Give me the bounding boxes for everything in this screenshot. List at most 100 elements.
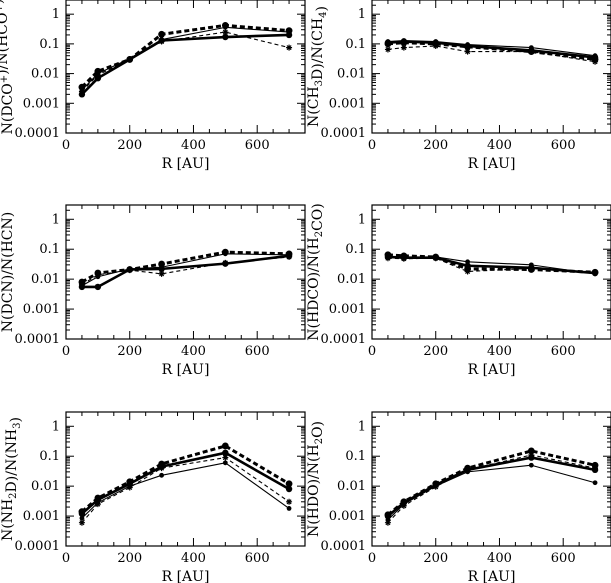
data-point-star [528, 451, 535, 458]
data-point [285, 485, 293, 493]
y-axis-title: N(NH2D)/N(NH3) [0, 417, 24, 541]
series-line-2 [80, 444, 290, 513]
data-point-star [592, 465, 599, 472]
data-point-star [400, 502, 407, 509]
data-point [385, 39, 391, 44]
y-tick-label: 1 [358, 7, 366, 22]
panel-4: 0 200 400 600 0.0001 0.001 0.01 0.1 1 R [AU] N(HDC… [306, 203, 611, 378]
y-tick-label: 0.001 [329, 96, 366, 111]
y-tick-label: 0.001 [23, 96, 60, 111]
data-point [222, 33, 229, 41]
data-point [126, 478, 134, 486]
data-point [94, 283, 102, 291]
data-point-star [158, 38, 165, 45]
series-line-2 [387, 253, 596, 274]
y-axis-title: N(CH3D)/N(CH4) [306, 6, 330, 127]
y-tick-label: 0.01 [337, 272, 366, 287]
x-tick-label: 400 [487, 138, 512, 153]
data-point-star [126, 484, 133, 491]
x-tick-label: 600 [551, 551, 576, 566]
series-line-1 [387, 456, 596, 518]
data-point-star [528, 48, 535, 55]
data-point [159, 472, 165, 478]
x-tick-label: 600 [245, 551, 270, 566]
series-line-3 [81, 462, 290, 519]
data-point [222, 460, 228, 466]
data-point [433, 39, 439, 44]
series-line-1 [81, 33, 290, 96]
data-point-star [432, 255, 439, 262]
x-tick-label: 0 [62, 551, 70, 566]
data-point [286, 506, 292, 511]
data-point [78, 508, 86, 516]
data-point [159, 264, 165, 270]
y-axis-title: N(DCO+)/N(HCO+) [0, 0, 16, 134]
y-tick-label: 0.001 [23, 509, 60, 524]
y-tick-label: 1 [52, 419, 60, 434]
data-point [592, 480, 598, 486]
data-point [222, 251, 228, 257]
data-point-star [400, 255, 407, 262]
x-tick-label: 200 [117, 551, 142, 566]
data-point [158, 30, 166, 38]
y-tick-label: 0.01 [337, 67, 366, 82]
plot-frame [65, 0, 306, 134]
data-point-star [592, 58, 599, 65]
data-point-star [126, 267, 133, 274]
x-tick-label: 0 [368, 138, 376, 153]
series-line-1 [81, 451, 290, 515]
data-point [465, 42, 470, 47]
data-point [222, 24, 228, 30]
x-tick-label: 600 [551, 344, 576, 359]
data-point-star [464, 268, 471, 275]
data-point [79, 515, 85, 521]
y-tick-label: 0.0001 [15, 539, 61, 554]
data-point [94, 494, 102, 502]
y-tick-label: 0.0001 [15, 126, 61, 141]
series-line-4 [81, 256, 290, 286]
data-point-star [464, 48, 471, 55]
data-point-star [286, 253, 293, 260]
data-point [528, 262, 534, 268]
data-point-star [222, 454, 229, 461]
y-tick-label: 1 [358, 419, 366, 434]
series-line-4 [387, 257, 596, 274]
data-point-star [384, 519, 391, 526]
plot-frame [371, 411, 611, 547]
panel-5: 0 200 400 600 0.0001 0.001 0.01 0.1 1 R [AU] N(NH2… [0, 411, 306, 583]
y-tick-label: 0.0001 [321, 539, 367, 554]
y-axis-title: N(DCN)/N(HCN) [0, 212, 16, 332]
data-point-star [286, 498, 293, 505]
data-point [528, 45, 534, 50]
y-tick-label: 0.1 [39, 449, 60, 464]
series-line-4 [81, 457, 290, 524]
data-point-star [94, 501, 101, 508]
y-tick-label: 0.1 [39, 37, 60, 52]
data-point-star [222, 259, 229, 266]
data-point-star [400, 44, 407, 51]
y-tick-label: 0.001 [329, 302, 366, 317]
data-point [384, 511, 392, 519]
data-point-star [94, 271, 101, 278]
plot-frame [371, 204, 611, 340]
x-tick-label: 0 [368, 344, 376, 359]
data-point-star [384, 46, 391, 53]
panel-6: 0 200 400 600 0.0001 0.001 0.01 0.1 1 R [AU] N(HDO… [306, 411, 611, 583]
x-tick-label: 400 [181, 551, 206, 566]
plot-frame [65, 204, 306, 340]
data-point [465, 259, 470, 265]
data-point-star [528, 265, 535, 272]
y-tick-label: 0.0001 [321, 126, 367, 141]
series-line-3 [81, 26, 290, 91]
data-point [286, 29, 292, 35]
data-point-star [158, 465, 165, 472]
x-tick-label: 200 [117, 138, 142, 153]
x-tick-label: 400 [181, 138, 206, 153]
data-point [221, 442, 229, 450]
data-point [528, 462, 534, 468]
data-point-star [78, 88, 85, 95]
y-tick-label: 0.1 [345, 242, 366, 257]
x-tick-label: 200 [117, 344, 142, 359]
y-tick-label: 0.0001 [15, 332, 61, 347]
